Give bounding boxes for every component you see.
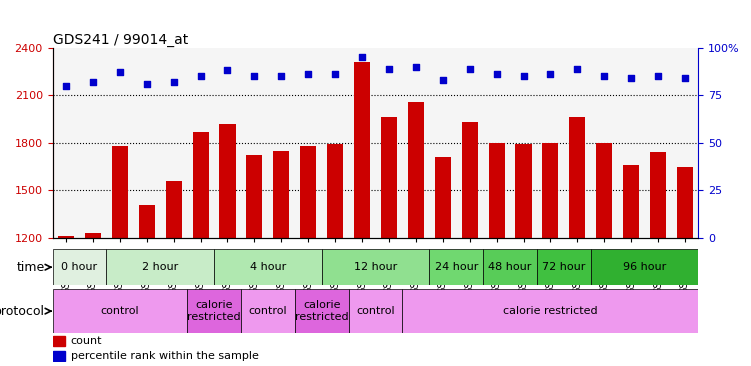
Text: protocol: protocol xyxy=(0,305,44,318)
Bar xyxy=(219,124,236,366)
Point xyxy=(544,71,556,77)
Bar xyxy=(542,143,559,366)
Point xyxy=(652,73,664,79)
Bar xyxy=(166,181,182,366)
FancyBboxPatch shape xyxy=(348,289,403,333)
FancyBboxPatch shape xyxy=(187,289,241,333)
FancyBboxPatch shape xyxy=(537,249,591,285)
Point xyxy=(302,71,314,77)
Bar xyxy=(354,62,370,366)
Point xyxy=(114,70,126,75)
FancyBboxPatch shape xyxy=(294,289,348,333)
Text: calorie
restricted: calorie restricted xyxy=(295,300,348,322)
Text: control: control xyxy=(249,306,287,316)
Bar xyxy=(192,132,209,366)
Point xyxy=(490,71,502,77)
Point xyxy=(437,77,449,83)
Point xyxy=(60,83,72,89)
Point xyxy=(276,73,288,79)
FancyBboxPatch shape xyxy=(53,249,107,285)
Bar xyxy=(650,152,666,366)
FancyBboxPatch shape xyxy=(403,289,698,333)
Point xyxy=(410,64,422,70)
Point xyxy=(679,75,691,81)
Text: calorie restricted: calorie restricted xyxy=(503,306,598,316)
Text: 24 hour: 24 hour xyxy=(435,262,478,272)
Point xyxy=(625,75,637,81)
Point xyxy=(87,79,99,85)
Point xyxy=(195,73,207,79)
Point xyxy=(329,71,341,77)
Text: count: count xyxy=(71,336,102,346)
Bar xyxy=(569,117,586,366)
Bar xyxy=(53,336,65,346)
Bar xyxy=(488,143,505,366)
Bar xyxy=(273,151,289,366)
Text: percentile rank within the sample: percentile rank within the sample xyxy=(71,351,258,361)
FancyBboxPatch shape xyxy=(214,249,321,285)
Text: GDS241 / 99014_at: GDS241 / 99014_at xyxy=(53,33,188,46)
Bar xyxy=(58,236,74,366)
FancyBboxPatch shape xyxy=(53,289,187,333)
Text: 48 hour: 48 hour xyxy=(488,262,532,272)
Bar xyxy=(112,146,128,366)
Point xyxy=(222,67,234,73)
Point xyxy=(249,73,261,79)
Bar xyxy=(300,146,316,366)
FancyBboxPatch shape xyxy=(591,249,698,285)
Bar xyxy=(677,167,693,366)
Text: 96 hour: 96 hour xyxy=(623,262,666,272)
Text: control: control xyxy=(356,306,395,316)
Bar xyxy=(515,144,532,366)
FancyBboxPatch shape xyxy=(107,249,214,285)
Bar xyxy=(139,205,155,366)
Point xyxy=(463,66,475,71)
Point xyxy=(140,81,152,87)
FancyBboxPatch shape xyxy=(483,249,537,285)
Point xyxy=(167,79,179,85)
Bar xyxy=(408,101,424,366)
Text: 4 hour: 4 hour xyxy=(250,262,286,272)
Point xyxy=(599,73,611,79)
Point xyxy=(356,54,368,60)
Bar xyxy=(596,143,612,366)
Text: 72 hour: 72 hour xyxy=(542,262,586,272)
Bar xyxy=(246,156,263,366)
Text: 12 hour: 12 hour xyxy=(354,262,397,272)
Point xyxy=(383,66,395,71)
Bar xyxy=(327,144,343,366)
Point xyxy=(517,73,529,79)
Text: 2 hour: 2 hour xyxy=(142,262,178,272)
FancyBboxPatch shape xyxy=(321,249,430,285)
Text: calorie
restricted: calorie restricted xyxy=(187,300,241,322)
Bar xyxy=(53,351,65,361)
Bar xyxy=(623,165,639,366)
Text: control: control xyxy=(101,306,139,316)
Point xyxy=(572,66,584,71)
Bar xyxy=(462,122,478,366)
Text: 0 hour: 0 hour xyxy=(62,262,98,272)
Bar xyxy=(381,117,397,366)
Bar xyxy=(435,157,451,366)
Text: time: time xyxy=(17,261,44,274)
FancyBboxPatch shape xyxy=(241,289,294,333)
FancyBboxPatch shape xyxy=(430,249,483,285)
Bar xyxy=(85,233,101,366)
